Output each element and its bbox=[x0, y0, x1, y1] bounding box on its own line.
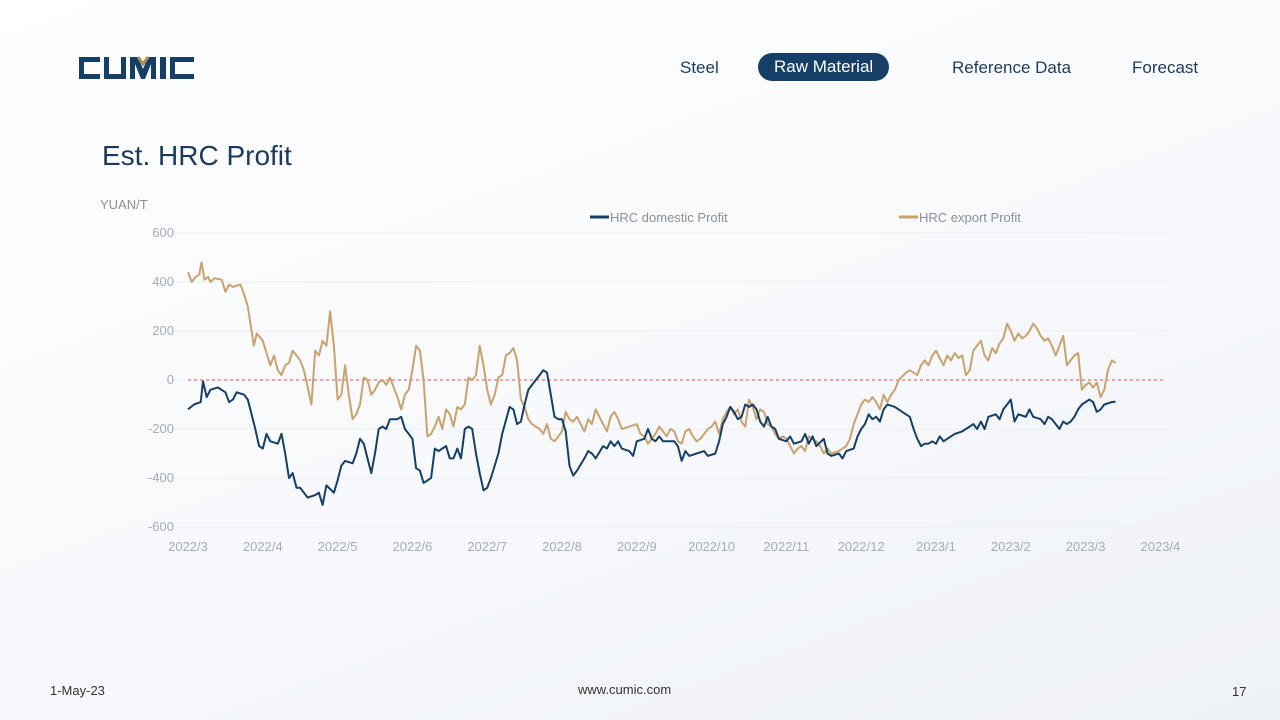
y-tick-label: 0 bbox=[167, 372, 174, 387]
x-tick-label: 2023/4 bbox=[1141, 539, 1181, 554]
nav-item-raw-material[interactable]: Raw Material bbox=[758, 53, 890, 81]
footer-date: 1-May-23 bbox=[50, 683, 105, 698]
page-number: 17 bbox=[1232, 684, 1247, 699]
series-line-domestic bbox=[187, 369, 1116, 506]
footer-website-link[interactable]: www.cumic.com bbox=[578, 682, 672, 697]
x-tick-label: 2022/5 bbox=[318, 539, 358, 554]
series-layer bbox=[187, 261, 1117, 506]
x-tick-label: 2022/8 bbox=[542, 539, 582, 554]
y-tick-label: 200 bbox=[152, 323, 174, 338]
y-tick-label: -600 bbox=[148, 519, 174, 534]
nav-item-forecast[interactable]: Forecast bbox=[1132, 58, 1199, 77]
y-axis-ticks: 600 400 200 0 -200 -400 -600 bbox=[148, 225, 174, 534]
y-axis-unit-label: YUAN/T bbox=[100, 197, 148, 212]
page-title: Est. HRC Profit bbox=[102, 140, 292, 171]
y-tick-label: -400 bbox=[148, 470, 174, 485]
series-line-export bbox=[187, 261, 1117, 455]
x-tick-label: 2022/10 bbox=[688, 539, 735, 554]
x-tick-label: 2022/9 bbox=[617, 539, 657, 554]
y-tick-label: 400 bbox=[152, 274, 174, 289]
x-tick-label: 2022/6 bbox=[393, 539, 433, 554]
x-axis-ticks: 2022/3 2022/4 2022/5 2022/6 2022/7 2022/8 2022… bbox=[168, 539, 1180, 554]
legend-label-domestic: HRC domestic Profit bbox=[610, 210, 728, 225]
nav-item-steel[interactable]: Steel bbox=[680, 58, 719, 77]
x-tick-label: 2023/2 bbox=[991, 539, 1031, 554]
x-tick-label: 2023/1 bbox=[916, 539, 956, 554]
x-tick-label: 2022/7 bbox=[467, 539, 507, 554]
x-tick-label: 2022/4 bbox=[243, 539, 283, 554]
x-tick-label: 2022/11 bbox=[763, 539, 809, 554]
y-tick-label: 600 bbox=[152, 225, 174, 240]
x-tick-label: 2022/3 bbox=[168, 539, 208, 554]
top-navigation: Steel Raw Material Reference Data Foreca… bbox=[0, 53, 1280, 83]
x-tick-label: 2023/3 bbox=[1066, 539, 1106, 554]
chart-legend: HRC domestic Profit HRC export Profit bbox=[590, 210, 1021, 225]
nav-item-reference-data[interactable]: Reference Data bbox=[952, 58, 1072, 77]
legend-label-export: HRC export Profit bbox=[919, 210, 1021, 225]
x-tick-label: 2022/12 bbox=[838, 539, 885, 554]
cumic-logo bbox=[79, 56, 194, 79]
y-tick-label: -200 bbox=[148, 421, 174, 436]
